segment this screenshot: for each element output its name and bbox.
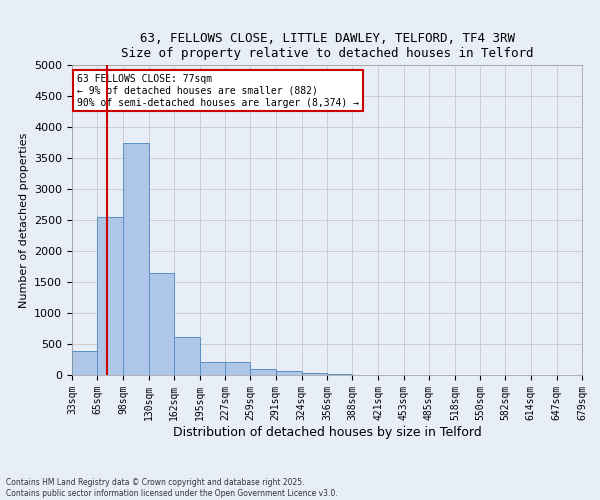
- Y-axis label: Number of detached properties: Number of detached properties: [19, 132, 29, 308]
- Bar: [97, 217, 124, 375]
- Bar: [200, 362, 225, 375]
- Bar: [225, 362, 250, 375]
- Bar: [72, 352, 97, 375]
- Text: Contains HM Land Registry data © Crown copyright and database right 2025.
Contai: Contains HM Land Registry data © Crown c…: [6, 478, 338, 498]
- Text: 63 FELLOWS CLOSE: 77sqm
← 9% of detached houses are smaller (882)
90% of semi-de: 63 FELLOWS CLOSE: 77sqm ← 9% of detached…: [77, 74, 359, 108]
- Title: 63, FELLOWS CLOSE, LITTLE DAWLEY, TELFORD, TF4 3RW
Size of property relative to : 63, FELLOWS CLOSE, LITTLE DAWLEY, TELFOR…: [121, 32, 533, 60]
- Bar: [124, 142, 149, 375]
- Bar: [302, 373, 327, 375]
- Bar: [275, 372, 302, 375]
- Bar: [327, 374, 352, 375]
- Bar: [174, 336, 200, 375]
- Bar: [250, 369, 275, 375]
- X-axis label: Distribution of detached houses by size in Telford: Distribution of detached houses by size …: [173, 426, 481, 438]
- Bar: [149, 272, 174, 375]
